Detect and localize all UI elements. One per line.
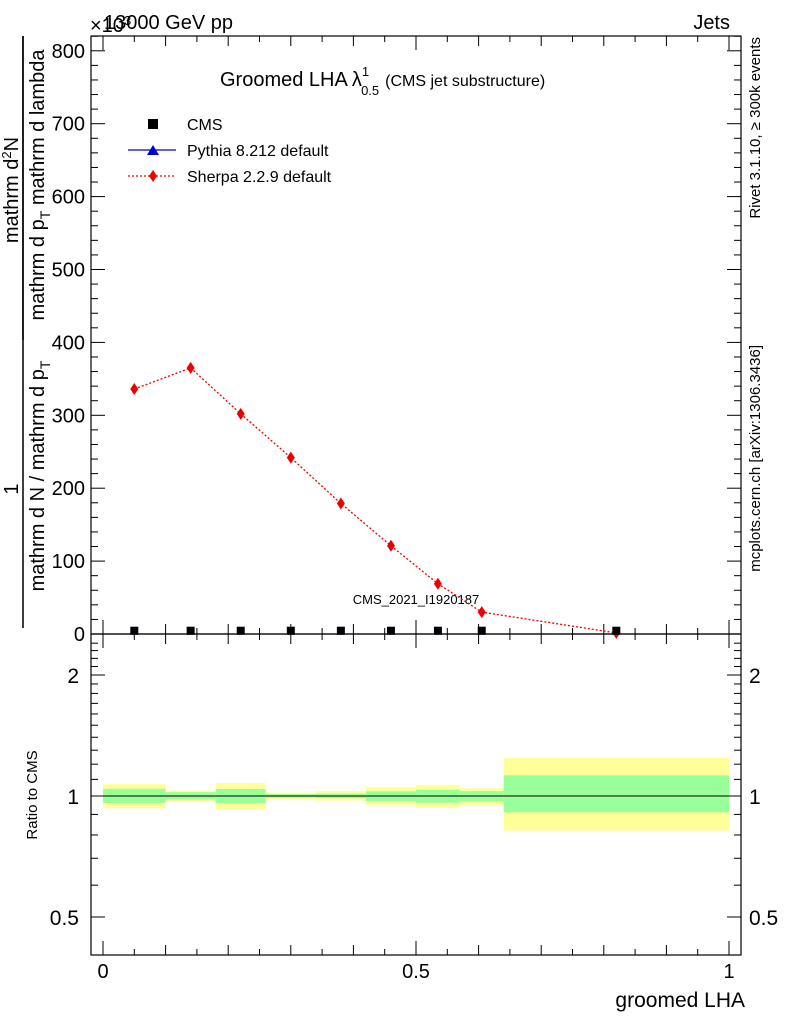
y-label-right-denominator: mathrm d pT mathrm d lambda [27,49,53,321]
y-label-denominator: mathrm d N / mathrm d pT [27,360,53,591]
main-ytick-label-0: 0 [74,624,85,646]
legend-sherpa-diamond-marker [149,170,157,182]
ratio-ytick-label-right-2: 2 [749,665,761,688]
y-label-right-numerator: mathrm d2N [0,137,23,243]
mcplots-site-label: mcplots.cern.ch [arXiv:1306.3436] [747,345,764,572]
main-ytick-label-5: 500 [52,260,85,282]
rivet-version-label: Rivet 3.1.10, ≥ 300k events [747,37,764,219]
sherpa-point-6 [433,577,442,590]
ratio-ytick-label-left-1: 1 [67,786,79,809]
ratio-xtick-label-1: 0.5 [402,961,430,983]
sherpa-point-1 [186,361,195,374]
ratio-ytick-label-left-0: 0.5 [50,907,79,930]
ratio-ytick-label-left-2: 2 [67,665,79,688]
analysis-watermark: CMS_2021_I1920187 [353,592,480,607]
y-label-numerator-1: 1 [1,483,23,494]
main-ytick-label-4: 400 [52,332,85,354]
sherpa-point-2 [236,407,245,420]
ratio-band-inner-8 [503,775,729,813]
ratio-ytick-label-right-1: 1 [749,786,761,809]
cms-point-4 [336,626,345,635]
cms-point-5 [386,626,395,635]
sherpa-point-3 [286,451,295,464]
cms-point-8 [612,626,621,635]
cms-point-6 [433,626,442,635]
legend-pythia-triangle-marker [147,145,159,155]
cms-point-0 [130,626,139,635]
ratio-xtick-label-0: 0 [97,961,108,983]
ratio-xtick-label-2: 1 [723,961,734,983]
main-ytick-label-1: 100 [52,551,85,573]
sherpa-point-5 [386,539,395,552]
sherpa-point-0 [130,383,139,396]
process-label: Jets [693,12,730,34]
plot-title: Groomed LHA λ1 0.5(CMS jet substructure) [220,64,545,98]
main-ytick-label-2: 200 [52,478,85,500]
main-y-axis-label: 1 mathrm d N / mathrm d pT mathrm d2N ma… [0,36,53,628]
x-axis-label: groomed LHA [615,989,745,1012]
legend-sherpa-label: Sherpa 2.2.9 default [187,169,332,186]
cms-point-7 [477,626,486,635]
main-ytick-label-6: 600 [52,187,85,209]
main-ytick-label-7: 700 [52,114,85,136]
main-ytick-label-8: 800 [52,41,85,63]
legend-cms-label: CMS [187,117,223,134]
cms-point-2 [236,626,245,635]
exponent-label: ×103 [90,13,131,37]
main-ytick-label-3: 300 [52,405,85,427]
cms-point-3 [286,626,295,635]
main-panel: 0 100 200 300 400 500 600 700 800 [52,35,742,646]
legend: CMS Pythia 8.212 default Sherpa 2.2.9 de… [128,117,332,186]
legend-cms-square-marker [148,119,158,129]
sherpa-point-4 [336,497,345,510]
energy-label: 13000 GeV pp [104,12,233,34]
sherpa-point-7 [477,606,486,619]
ratio-y-axis-label: Ratio to CMS [24,750,41,839]
legend-pythia-label: Pythia 8.212 default [187,143,329,160]
cms-point-1 [186,626,195,635]
ratio-panel: 0.5 0.5 1 1 2 2 0 0.5 1 [50,633,778,983]
ratio-ytick-label-right-0: 0.5 [749,907,778,930]
